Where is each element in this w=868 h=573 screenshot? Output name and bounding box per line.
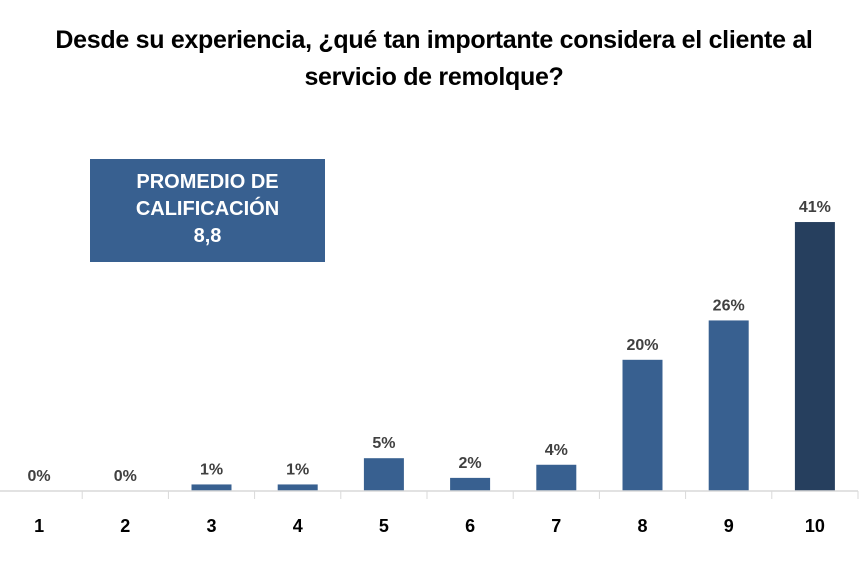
- data-label-7: 4%: [545, 442, 568, 459]
- data-label-1: 0%: [28, 468, 51, 485]
- x-tick-label-10: 10: [805, 516, 825, 536]
- bar-7: [536, 464, 577, 491]
- x-tick-label-4: 4: [293, 516, 303, 536]
- bar-10: [794, 222, 835, 492]
- data-label-4: 1%: [286, 461, 309, 478]
- chart-title-line-2: servicio de remolque?: [304, 63, 564, 91]
- x-tick-label-8: 8: [637, 516, 647, 536]
- x-tick-label-2: 2: [120, 516, 130, 536]
- bar-6: [450, 477, 491, 491]
- bar-9: [708, 320, 749, 491]
- data-label-10: 41%: [799, 199, 831, 216]
- bar-3: [191, 484, 232, 491]
- x-tick-label-9: 9: [724, 516, 734, 536]
- badge-average-value: 8,8: [193, 225, 222, 247]
- x-tick-label-3: 3: [206, 516, 216, 536]
- chart-title: Desde su experiencia, ¿qué tan important…: [0, 22, 868, 96]
- x-tick-label-7: 7: [551, 516, 561, 536]
- data-label-2: 0%: [114, 468, 137, 485]
- data-label-5: 5%: [372, 435, 395, 452]
- chart-title-line-1: Desde su experiencia, ¿qué tan important…: [55, 26, 813, 54]
- badge-line-2: CALIFICACIÓN: [135, 198, 280, 220]
- data-label-9: 26%: [713, 297, 745, 314]
- data-label-3: 1%: [200, 461, 223, 478]
- data-label-8: 20%: [626, 337, 658, 354]
- x-tick-label-6: 6: [465, 516, 475, 536]
- bar-4: [277, 484, 318, 491]
- bar-5: [363, 458, 404, 491]
- average-rating-badge: PROMEDIO DE CALIFICACIÓN 8,8: [90, 159, 325, 262]
- x-tick-label-1: 1: [34, 516, 44, 536]
- data-label-6: 2%: [459, 455, 482, 472]
- bar-8: [622, 359, 663, 491]
- badge-line-1: PROMEDIO DE: [136, 171, 279, 193]
- x-tick-label-5: 5: [379, 516, 389, 536]
